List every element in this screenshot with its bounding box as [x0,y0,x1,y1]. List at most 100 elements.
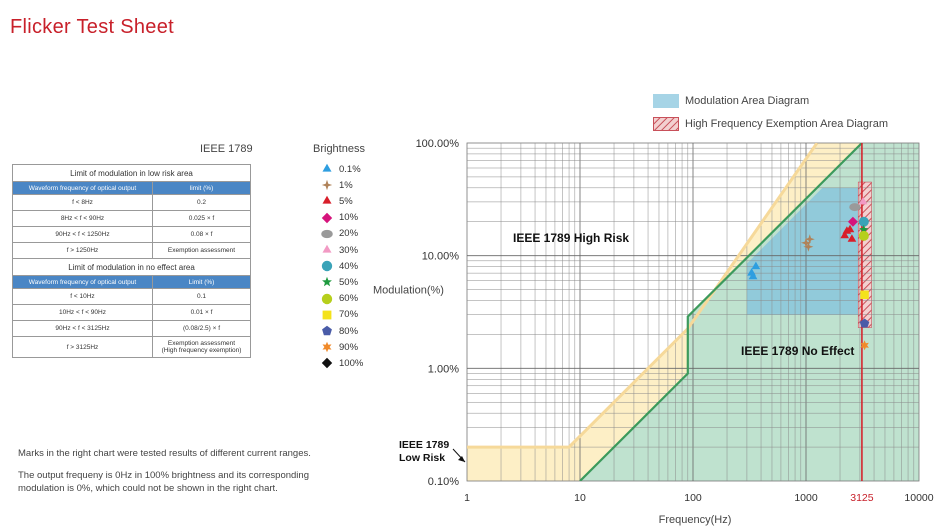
data-point [860,340,869,351]
brightness-item: 5% [321,194,353,208]
marker-shape [322,244,332,253]
marker-shape [322,196,332,204]
table-row: 90Hz < f < 3125Hz (0.08/2.5) × f [12,320,251,337]
modulation-area [746,187,862,315]
brightness-item: 30% [321,243,358,257]
data-point [849,203,861,212]
brightness-label: 100% [339,357,364,369]
y-tick-label: 0.10% [428,476,459,488]
legend-exemption-area: High Frequency Exemption Area Diagram [653,117,888,131]
col-frequency: Waveform frequency of optical output [12,181,153,195]
brightness-item: 80% [321,324,358,338]
marker-shape [321,212,333,223]
x-axis-label: Frequency(Hz) [659,514,732,526]
marker-shape [321,179,333,191]
brightness-item: 90% [321,340,358,354]
brightness-label: 0.1% [339,163,361,175]
x-tick-label: 1 [464,492,470,504]
note-line-2: The output frequeny is 0Hz in 100% brigh… [18,470,309,481]
data-point [842,226,852,234]
brightness-marker-icon [321,293,333,304]
data-point [801,237,811,248]
x-tick-label: 100 [684,492,702,504]
data-point [847,234,857,242]
page-title: Flicker Test Sheet [10,16,174,38]
brightness-marker-icon [322,163,332,172]
row-limit: Exemption assessment [152,242,251,259]
annotation-low-risk-2: Low Risk [399,452,445,464]
brightness-item: 0.1% [321,162,361,176]
brightness-marker-icon [322,325,332,336]
low-risk-boundary [467,143,819,449]
brightness-item: 60% [321,292,358,306]
y-tick-label: 1.00% [428,363,459,375]
brightness-item: 20% [321,227,358,241]
brightness-marker-icon [322,310,332,320]
brightness-marker-icon [322,196,332,204]
brightness-label: 60% [339,293,359,305]
marker-shape [322,310,332,320]
col-limit: limit (%) [152,181,251,195]
marker-shape [321,358,333,369]
data-point [840,230,849,239]
table-row: f > 1250Hz Exemption assessment [12,242,251,259]
brightness-item: 100% [321,356,363,370]
data-point [858,216,869,227]
table-row: 10Hz < f < 90Hz 0.01 × f [12,304,251,321]
brightness-item: 1% [321,178,353,192]
annotation-high-risk: IEEE 1789 High Risk [513,231,629,245]
legend-swatch-exemption [653,117,679,131]
y-tick-label: 10.00% [422,251,460,263]
brightness-marker-icon [321,229,333,238]
row-limit: (0.08/2.5) × f [152,320,251,337]
data-point [804,234,815,245]
row-limit: Exemption assessment (High frequency exem… [152,336,251,358]
brightness-label: 30% [339,244,359,256]
row-limit-note: (High frequency exemption) [161,347,242,354]
x-tick-label: 10 [574,492,586,504]
data-point [860,290,869,299]
table-row: f > 3125Hz Exemption assessment (High freq… [12,336,251,358]
data-point [847,216,858,227]
x-tick-label: 10000 [904,492,933,504]
annotation-low-risk-1: IEEE 1789 [399,439,449,451]
brightness-label: 1% [339,179,353,191]
x-tick-label: 1000 [794,492,818,504]
legend-label: High Frequency Exemption Area Diagram [685,118,888,130]
marker-shape [321,229,333,238]
brightness-marker-icon [322,277,332,287]
data-point [858,196,868,205]
marker-shape [322,163,332,172]
note-line-1: Marks in the right chart were tested res… [18,448,311,459]
data-point [803,241,814,252]
brightness-label: 50% [339,276,359,288]
brightness-marker-icon [322,244,332,253]
brightness-marker-icon [321,179,333,191]
legend-label: Modulation Area Diagram [685,95,810,107]
brightness-label: 20% [339,228,359,240]
brightness-label: 80% [339,325,359,337]
brightness-label: 70% [339,309,359,321]
marker-shape [322,277,332,287]
legend-modulation-area: Modulation Area Diagram [653,94,809,108]
brightness-item: 70% [321,308,358,322]
brightness-marker-icon [321,212,333,223]
table-row: 8Hz < f < 90Hz 0.025 × f [12,210,251,227]
brightness-item: 40% [321,259,358,273]
marker-shape [321,293,333,304]
annotation-no-effect: IEEE 1789 No Effect [741,344,854,358]
y-tick-label: 100.00% [416,138,460,150]
data-point [859,224,869,234]
marker-shape [321,260,333,272]
brightness-marker-icon [321,358,333,369]
data-point [748,271,758,280]
low-risk-table-title: Limit of modulation in low risk area [12,164,251,182]
note-line-3: modulation is 0%, which could not be sho… [18,483,278,494]
marker-shape [322,325,332,336]
low-risk-table: Limit of modulation in low risk area Wav… [12,164,251,358]
brightness-label: 5% [339,195,353,207]
data-point [751,261,761,270]
legend-swatch-modulation [653,94,679,108]
brightness-item: 50% [321,275,358,289]
